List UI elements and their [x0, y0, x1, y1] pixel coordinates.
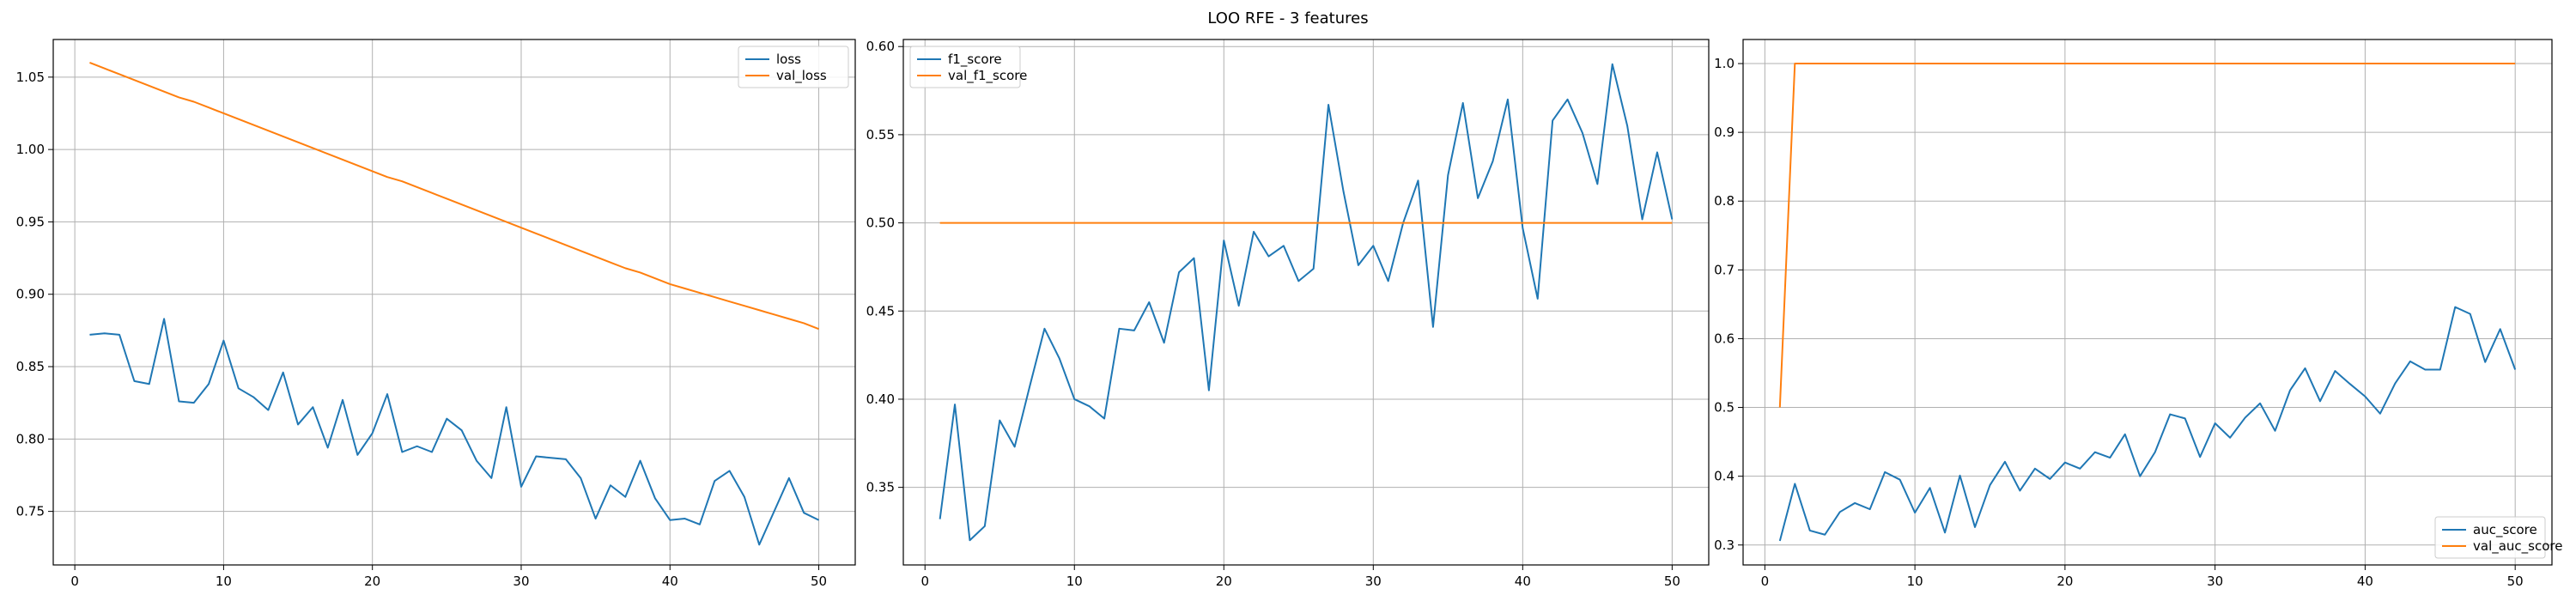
legend-label: auc_score	[2473, 522, 2537, 538]
x-tick-label: 10	[216, 574, 232, 589]
x-tick-label: 30	[1365, 574, 1382, 589]
axes-frame	[1742, 39, 2553, 566]
x-tick-label: 10	[1066, 574, 1083, 589]
y-tick-label: 0.95	[16, 214, 45, 229]
axes-frame	[52, 39, 856, 566]
x-tick-label: 20	[2057, 574, 2073, 589]
legend-box	[909, 46, 1021, 88]
series-line-f1-score	[939, 63, 1674, 542]
y-tick-label: 0.4	[1714, 469, 1735, 484]
x-tick-label: 20	[1216, 574, 1232, 589]
x-tick-label: 0	[1761, 574, 1770, 589]
loss-subplot: 0 10 20 30 40 50 0.75 0.80 0.85 0.90 0.95 1.00 1.05 l…	[16, 39, 856, 589]
legend-box	[738, 46, 849, 88]
y-tick-label: 1.0	[1714, 56, 1735, 71]
y-tick-label: 0.35	[866, 480, 895, 495]
y-tick-label: 0.80	[16, 431, 45, 446]
x-tick-label: 50	[811, 574, 827, 589]
x-tick-label: 10	[1907, 574, 1923, 589]
y-tick-label: 0.3	[1714, 537, 1735, 553]
figure-suptitle: LOO RFE - 3 features	[1207, 9, 1368, 27]
y-tick-label: 0.85	[16, 359, 45, 374]
y-tick-label: 0.90	[16, 287, 45, 302]
y-tick-label: 0.9	[1714, 124, 1735, 140]
legend-box	[2434, 516, 2546, 559]
x-tick-label: 40	[662, 574, 678, 589]
y-tick-label: 0.50	[866, 216, 895, 231]
y-tick-label: 0.55	[866, 127, 895, 143]
x-tick-label: 0	[70, 574, 79, 589]
series-line-val-loss	[89, 62, 819, 331]
y-tick-label: 1.05	[16, 70, 45, 85]
axes-frame	[902, 39, 1710, 566]
f1-score-subplot: 0 10 20 30 40 50 0.35 0.40 0.45 0.50 0.55 0.60 f1_sc…	[866, 39, 1710, 589]
x-tick-label: 30	[513, 574, 529, 589]
legend-label: f1_score	[948, 52, 1002, 68]
y-tick-label: 0.40	[866, 392, 895, 407]
y-tick-label: 0.45	[866, 303, 895, 319]
legend-label: val_f1_score	[948, 68, 1027, 84]
y-tick-label: 0.6	[1714, 331, 1735, 346]
x-tick-label: 50	[2507, 574, 2524, 589]
legend-label: val_loss	[776, 68, 827, 84]
x-tick-label: 40	[2357, 574, 2373, 589]
legend-label: val_auc_score	[2473, 538, 2563, 555]
y-tick-label: 1.00	[16, 142, 45, 157]
legend-label: loss	[776, 52, 801, 67]
x-tick-label: 50	[1664, 574, 1680, 589]
x-tick-label: 40	[1515, 574, 1531, 589]
y-tick-label: 0.8	[1714, 193, 1735, 209]
series-line-auc-score	[1778, 306, 2517, 542]
y-tick-label: 0.75	[16, 504, 45, 519]
x-tick-label: 0	[920, 574, 929, 589]
y-tick-label: 0.7	[1714, 262, 1735, 277]
auc-score-subplot: 0 10 20 30 40 50 0.3 0.4 0.5 0.6 0.7 0.8 0.9 1.0 auc_s…	[1714, 39, 2563, 589]
series-line-loss	[89, 318, 819, 546]
x-tick-label: 30	[2207, 574, 2223, 589]
series-line-val-auc-score	[1778, 63, 2516, 408]
x-tick-label: 20	[364, 574, 380, 589]
y-tick-label: 0.5	[1714, 400, 1735, 416]
y-tick-label: 0.60	[866, 39, 895, 54]
